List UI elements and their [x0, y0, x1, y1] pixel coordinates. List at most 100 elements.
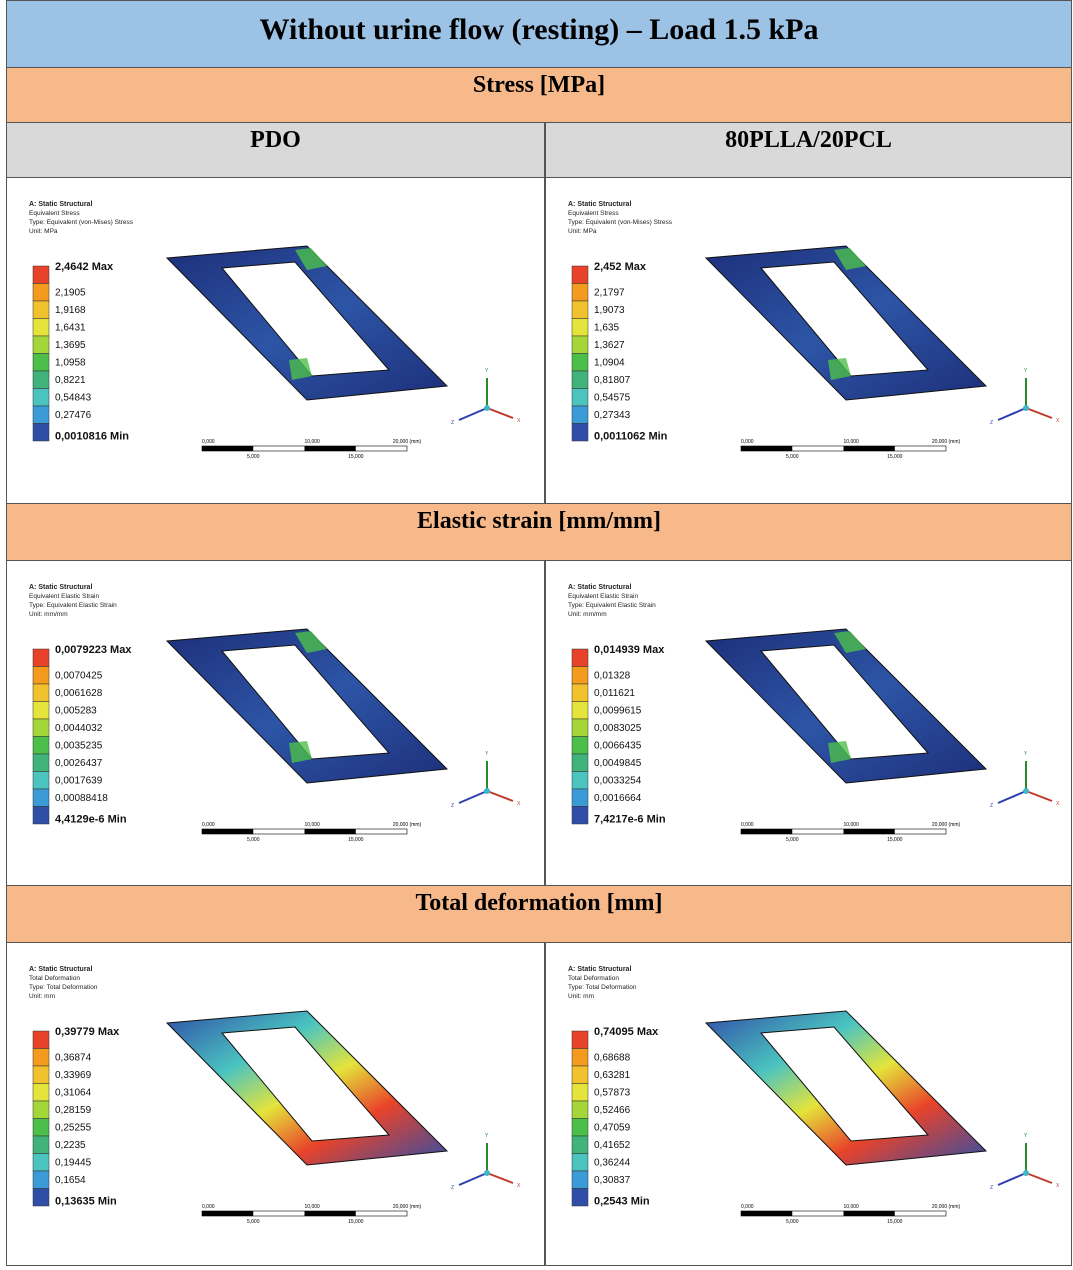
- triad-z: [998, 408, 1026, 420]
- panel-header-text: Unit: MPa: [568, 228, 597, 235]
- legend-label: 0,13635 Min: [55, 1196, 117, 1208]
- scale-bar-seg: [741, 1211, 792, 1216]
- panel: A: Static StructuralEquivalent Elastic S…: [6, 560, 545, 886]
- legend-label: 0,27476: [55, 410, 92, 421]
- triad-label: X: [517, 1183, 521, 1189]
- legend-swatch: [33, 1119, 49, 1137]
- legend-swatch: [33, 1189, 49, 1207]
- scale-bar-seg: [202, 446, 253, 451]
- legend-label: 0,74095 Max: [594, 1026, 659, 1038]
- legend-label: 0,54575: [594, 393, 631, 404]
- legend-label: 1,9073: [594, 305, 625, 316]
- scale-bar-seg: [305, 829, 356, 834]
- scale-label: 15,000: [348, 1219, 364, 1225]
- legend-label: 1,3695: [55, 340, 86, 351]
- legend-label: 0,8221: [55, 375, 86, 386]
- legend-swatch: [33, 266, 49, 284]
- triad-x: [487, 408, 513, 418]
- legend-swatch: [33, 406, 49, 424]
- legend-label: 1,3627: [594, 340, 625, 351]
- legend-swatch: [572, 424, 588, 442]
- legend-label: 0,68688: [594, 1053, 631, 1064]
- triad-label: Y: [1024, 368, 1028, 374]
- legend-swatch: [572, 406, 588, 424]
- section-heading: Stress [MPa]: [6, 67, 1072, 123]
- triad-label: Z: [451, 420, 454, 426]
- triad-label: Z: [990, 1185, 993, 1191]
- scale-label: 0,000: [202, 822, 215, 828]
- panel-header-text: A: Static Structural: [29, 584, 92, 591]
- triad-z: [998, 791, 1026, 803]
- legend-label: 0,27343: [594, 410, 631, 421]
- scale-label: 5,000: [247, 454, 260, 460]
- legend-swatch: [33, 336, 49, 354]
- scale-label: 10,000: [305, 822, 321, 828]
- triad-label: X: [517, 418, 521, 424]
- scale-bar-seg: [202, 1211, 253, 1216]
- fea-figure: A: Static StructuralEquivalent StressTyp…: [546, 178, 1071, 503]
- legend-swatch: [572, 719, 588, 737]
- triad-origin: [484, 1170, 490, 1176]
- triad-origin: [1023, 405, 1029, 411]
- scale-label: 15,000: [887, 454, 903, 460]
- frame-model: [706, 1011, 986, 1165]
- panel-header-text: Type: Equivalent Elastic Strain: [568, 602, 656, 609]
- legend-swatch: [33, 1101, 49, 1119]
- legend-swatch: [33, 737, 49, 755]
- scale-label: 5,000: [786, 1219, 799, 1225]
- scale-label: 20,000 (mm): [393, 439, 422, 445]
- legend-label: 0,0099615: [594, 706, 642, 717]
- legend-label: 0,0017639: [55, 776, 103, 787]
- legend-swatch: [33, 354, 49, 372]
- legend-label: 0,52466: [594, 1105, 631, 1116]
- legend-swatch: [33, 702, 49, 720]
- panel-header-text: A: Static Structural: [568, 201, 631, 208]
- legend-swatch: [33, 319, 49, 337]
- legend-label: 0,00088418: [55, 793, 108, 804]
- legend-swatch: [33, 772, 49, 790]
- scale-label: 5,000: [247, 1219, 260, 1225]
- frame-model: [167, 1011, 447, 1165]
- legend-swatch: [572, 1171, 588, 1189]
- scale-label: 10,000: [844, 439, 860, 445]
- legend-label: 0,0035235: [55, 741, 103, 752]
- triad-origin: [484, 788, 490, 794]
- scale-label: 10,000: [305, 439, 321, 445]
- panel-header-text: A: Static Structural: [568, 584, 631, 591]
- legend-label: 0,47059: [594, 1123, 631, 1134]
- scale-label: 20,000 (mm): [393, 1204, 422, 1210]
- legend-label: 0,0049845: [594, 758, 642, 769]
- legend-swatch: [572, 1084, 588, 1102]
- legend-swatch: [33, 719, 49, 737]
- legend-label: 0,41652: [594, 1140, 631, 1151]
- scale-label: 0,000: [202, 439, 215, 445]
- triad-origin: [1023, 1170, 1029, 1176]
- scale-label: 5,000: [786, 454, 799, 460]
- scale-label: 15,000: [348, 454, 364, 460]
- panel-header-text: Type: Equivalent (von-Mises) Stress: [29, 219, 134, 226]
- legend-label: 1,9168: [55, 305, 86, 316]
- legend-label: 0,2543 Min: [594, 1196, 650, 1208]
- legend-label: 0,005283: [55, 706, 97, 717]
- scale-label: 10,000: [844, 1204, 860, 1210]
- page: Without urine flow (resting) – Load 1.5 …: [0, 0, 1073, 1266]
- legend-label: 0,0016664: [594, 793, 642, 804]
- legend-label: 1,0904: [594, 358, 625, 369]
- legend-label: 0,1654: [55, 1175, 86, 1186]
- scale-label: 15,000: [348, 837, 364, 843]
- panel-header-text: Equivalent Elastic Strain: [568, 593, 638, 600]
- legend-swatch: [33, 389, 49, 407]
- scale-label: 20,000 (mm): [932, 822, 961, 828]
- triad-label: Z: [451, 1185, 454, 1191]
- scale-bar-seg: [305, 446, 356, 451]
- column-header: 80PLLA/20PCL: [545, 122, 1072, 178]
- legend-label: 0,36244: [594, 1158, 631, 1169]
- scale-bar-seg: [844, 446, 895, 451]
- legend-label: 0,25255: [55, 1123, 92, 1134]
- legend-swatch: [572, 754, 588, 772]
- legend-swatch: [572, 1049, 588, 1067]
